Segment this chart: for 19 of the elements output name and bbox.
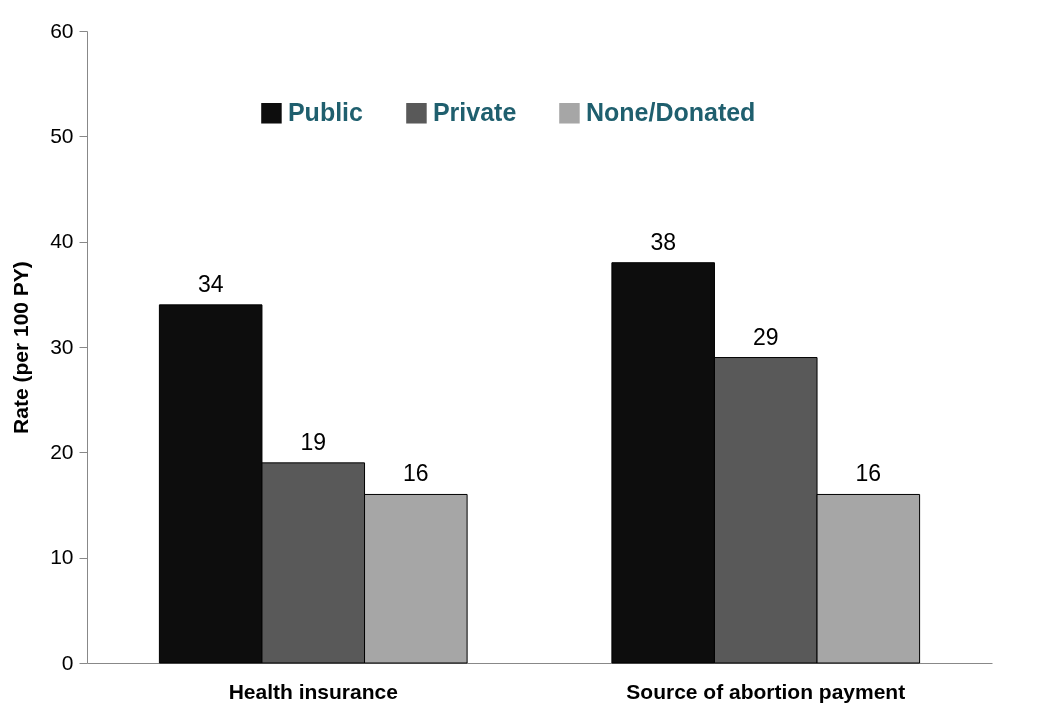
x-tick-label: Health insurance — [228, 679, 398, 703]
legend-label: Public — [287, 98, 364, 127]
data-label: 16 — [403, 460, 429, 487]
data-label: 16 — [855, 460, 882, 487]
y-axis-title: Rate (per 100 PY) — [9, 261, 33, 434]
y-tick-label: 20 — [50, 439, 74, 463]
y-tick-label: 50 — [50, 123, 74, 147]
x-tick-label: Source of abortion payment — [626, 679, 906, 703]
y-tick-label: 10 — [50, 545, 74, 569]
y-tick-label: 0 — [61, 650, 74, 674]
data-label: 38 — [650, 228, 676, 255]
y-tick-label: 30 — [50, 334, 74, 358]
data-label: 34 — [197, 270, 224, 297]
legend-label: Private — [432, 98, 517, 127]
data-label: 19 — [300, 428, 327, 455]
y-tick-label: 40 — [50, 229, 74, 253]
data-label: 29 — [752, 323, 779, 350]
legend-label: None/Donated — [585, 98, 756, 127]
y-tick-label: 60 — [50, 18, 74, 42]
